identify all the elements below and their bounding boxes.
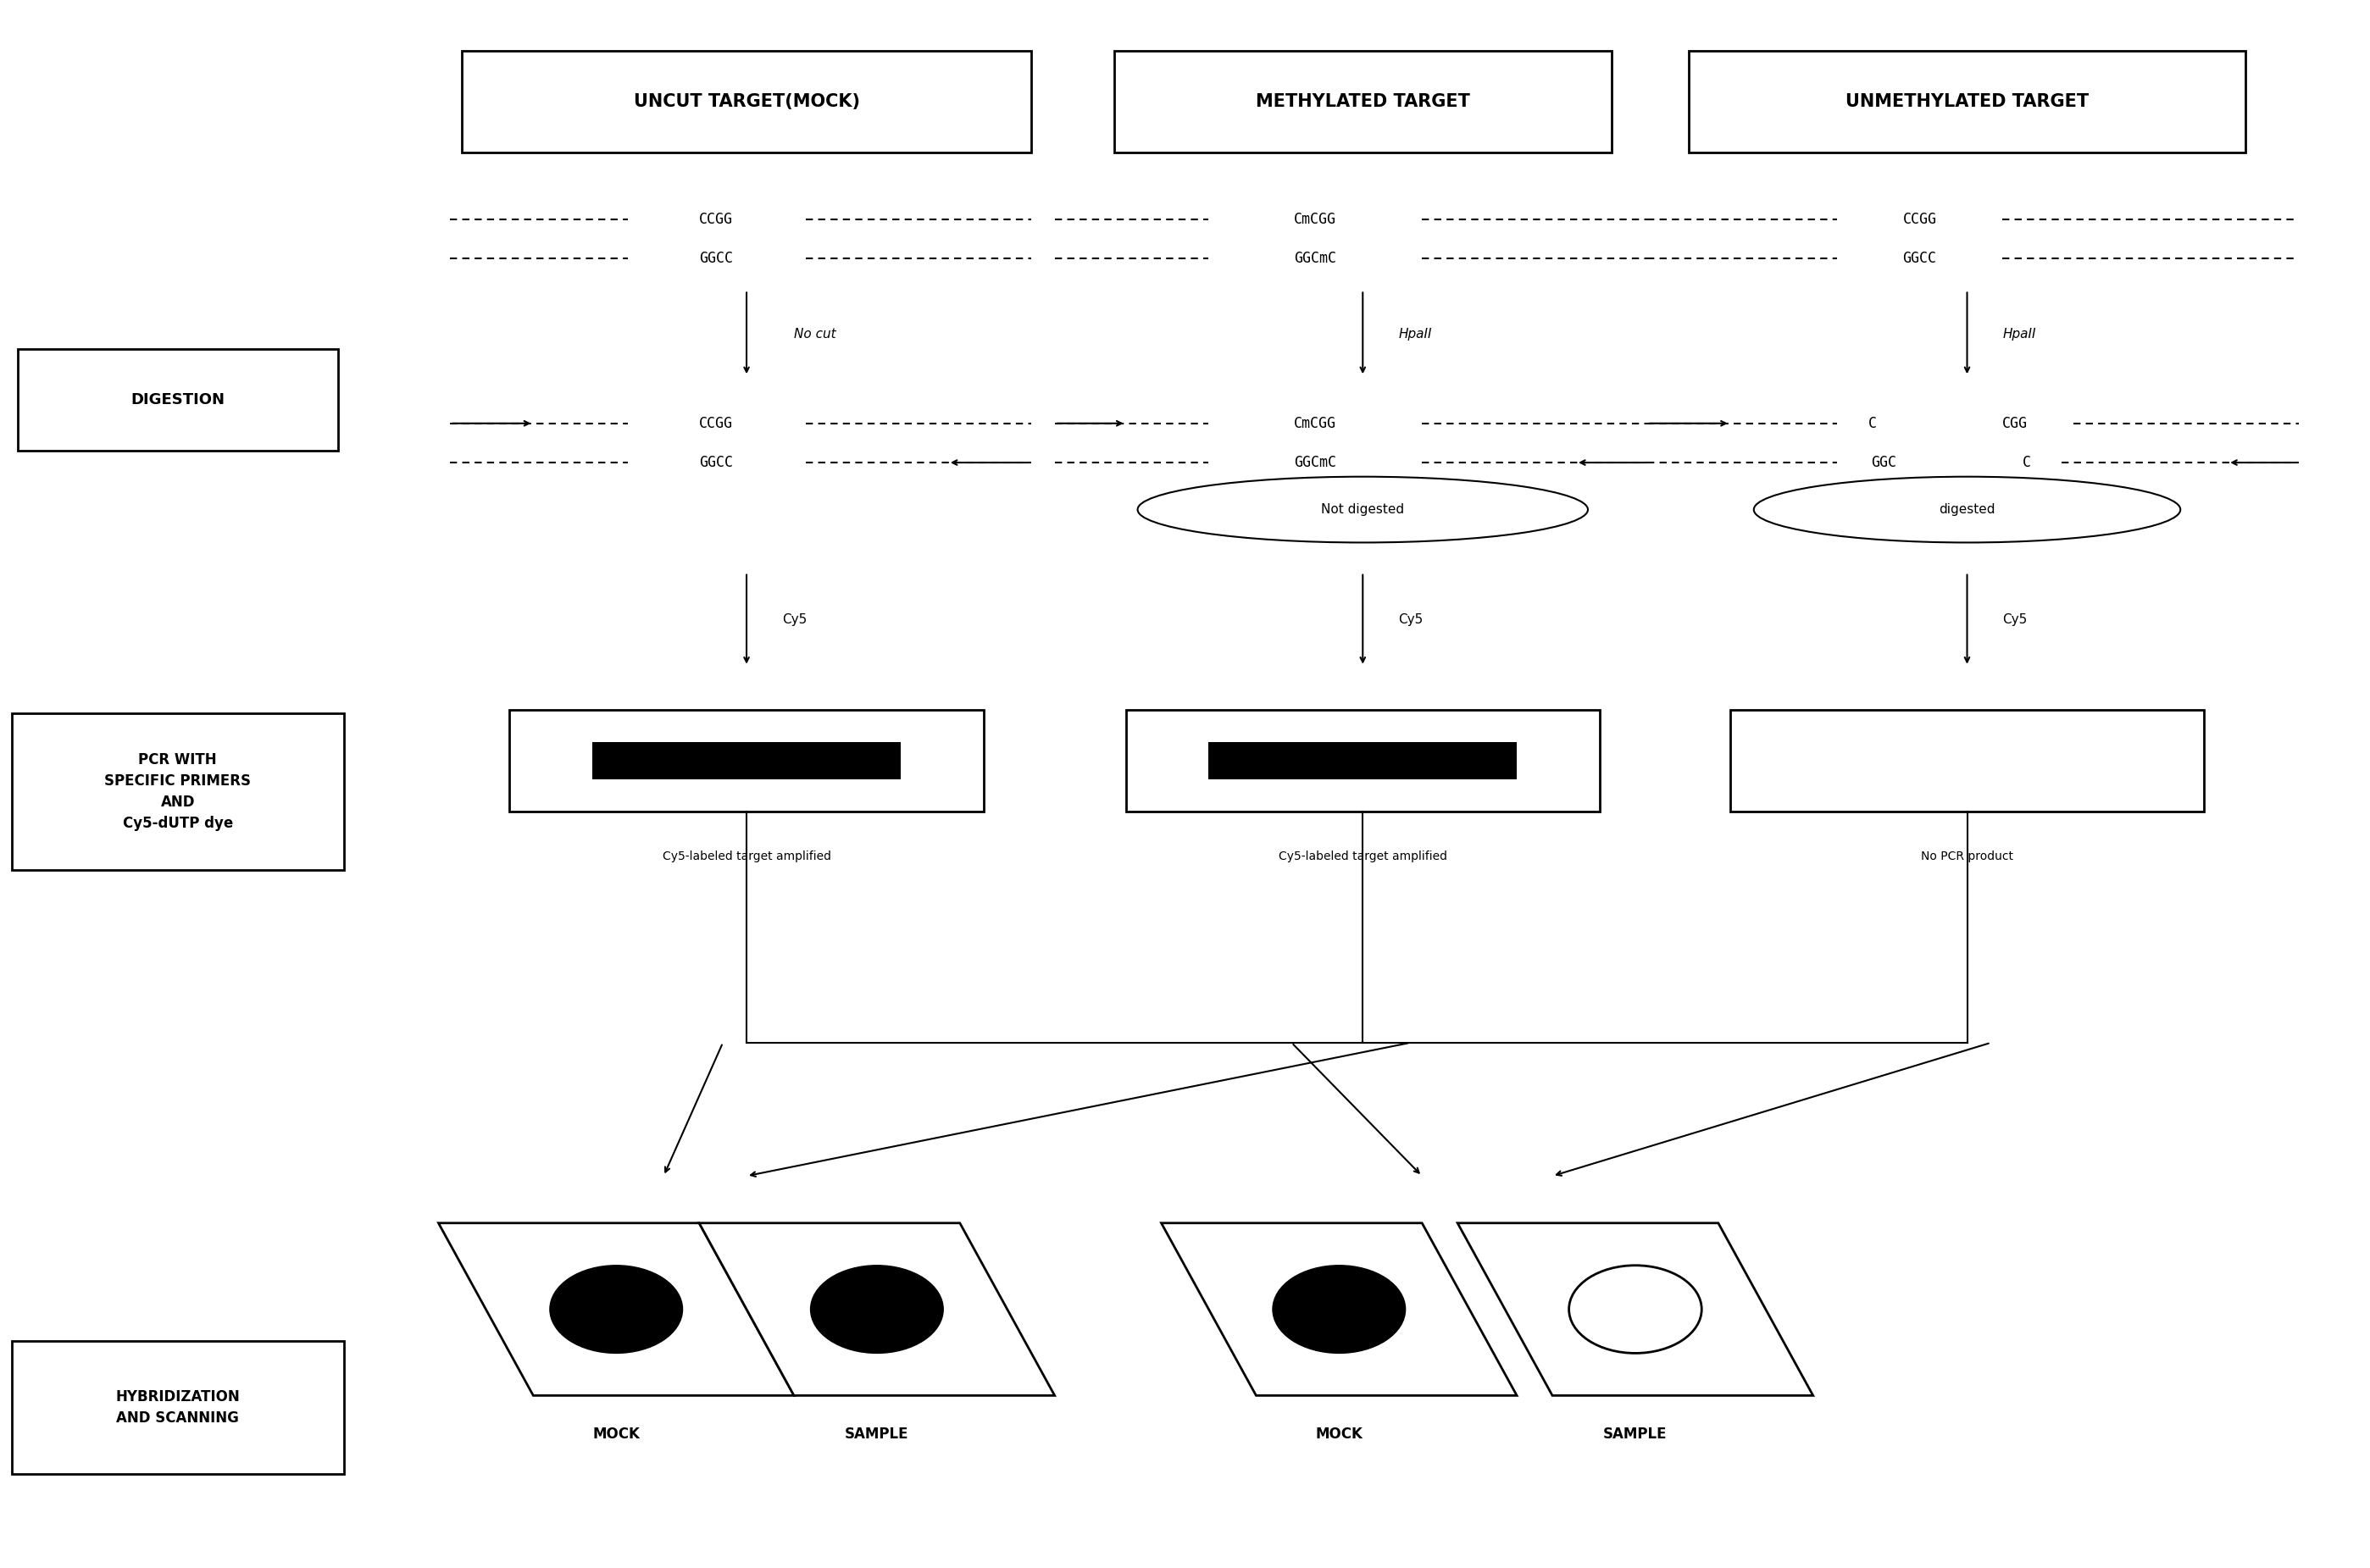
Text: HpaII: HpaII [1398,328,1431,340]
Text: GGCC: GGCC [699,455,732,470]
Text: CCGG: CCGG [1903,212,1936,227]
Text: CCGG: CCGG [699,416,732,431]
FancyBboxPatch shape [17,348,339,452]
Text: HYBRIDIZATION
AND SCANNING: HYBRIDIZATION AND SCANNING [116,1389,239,1425]
Text: C: C [1868,416,1877,431]
Polygon shape [699,1223,1055,1396]
Text: Cy5: Cy5 [2003,613,2026,626]
Text: MOCK: MOCK [592,1427,640,1443]
Text: CGG: CGG [2003,416,2026,431]
Text: CmCGG: CmCGG [1294,212,1337,227]
Polygon shape [1161,1223,1517,1396]
Text: Cy5-labeled target amplified: Cy5-labeled target amplified [661,850,832,862]
Polygon shape [438,1223,794,1396]
FancyBboxPatch shape [592,742,901,779]
Text: No PCR product: No PCR product [1922,850,2012,862]
Text: SAMPLE: SAMPLE [846,1427,908,1443]
Text: Cy5: Cy5 [782,613,806,626]
FancyBboxPatch shape [1687,52,2244,152]
FancyBboxPatch shape [1730,709,2204,812]
Text: GGCC: GGCC [699,251,732,267]
Text: Not digested: Not digested [1320,503,1405,516]
FancyBboxPatch shape [1126,709,1600,812]
FancyBboxPatch shape [462,52,1031,152]
Text: GGC: GGC [1872,455,1896,470]
Text: C: C [2022,455,2031,470]
Text: MOCK: MOCK [1315,1427,1363,1443]
Circle shape [811,1265,943,1353]
Text: HpaII: HpaII [2003,328,2036,340]
Text: digested: digested [1939,503,1996,516]
FancyBboxPatch shape [510,709,984,812]
Text: UNMETHYLATED TARGET: UNMETHYLATED TARGET [1846,94,2088,110]
FancyBboxPatch shape [12,1341,344,1474]
Text: GGCmC: GGCmC [1294,251,1337,267]
Text: Cy5: Cy5 [1398,613,1422,626]
FancyBboxPatch shape [1209,742,1517,779]
Circle shape [1273,1265,1405,1353]
Text: PCR WITH
SPECIFIC PRIMERS
AND
Cy5-dUTP dye: PCR WITH SPECIFIC PRIMERS AND Cy5-dUTP d… [104,753,251,831]
Text: No cut: No cut [794,328,837,340]
Text: UNCUT TARGET(MOCK): UNCUT TARGET(MOCK) [633,94,860,110]
Text: GGCC: GGCC [1903,251,1936,267]
Circle shape [550,1265,683,1353]
Text: GGCmC: GGCmC [1294,455,1337,470]
Text: CmCGG: CmCGG [1294,416,1337,431]
FancyBboxPatch shape [1114,52,1612,152]
Text: SAMPLE: SAMPLE [1604,1427,1666,1443]
FancyBboxPatch shape [12,713,344,870]
Text: Cy5-labeled target amplified: Cy5-labeled target amplified [1277,850,1448,862]
Text: DIGESTION: DIGESTION [130,392,225,408]
Polygon shape [1458,1223,1813,1396]
Text: METHYLATED TARGET: METHYLATED TARGET [1256,94,1469,110]
Text: CCGG: CCGG [699,212,732,227]
